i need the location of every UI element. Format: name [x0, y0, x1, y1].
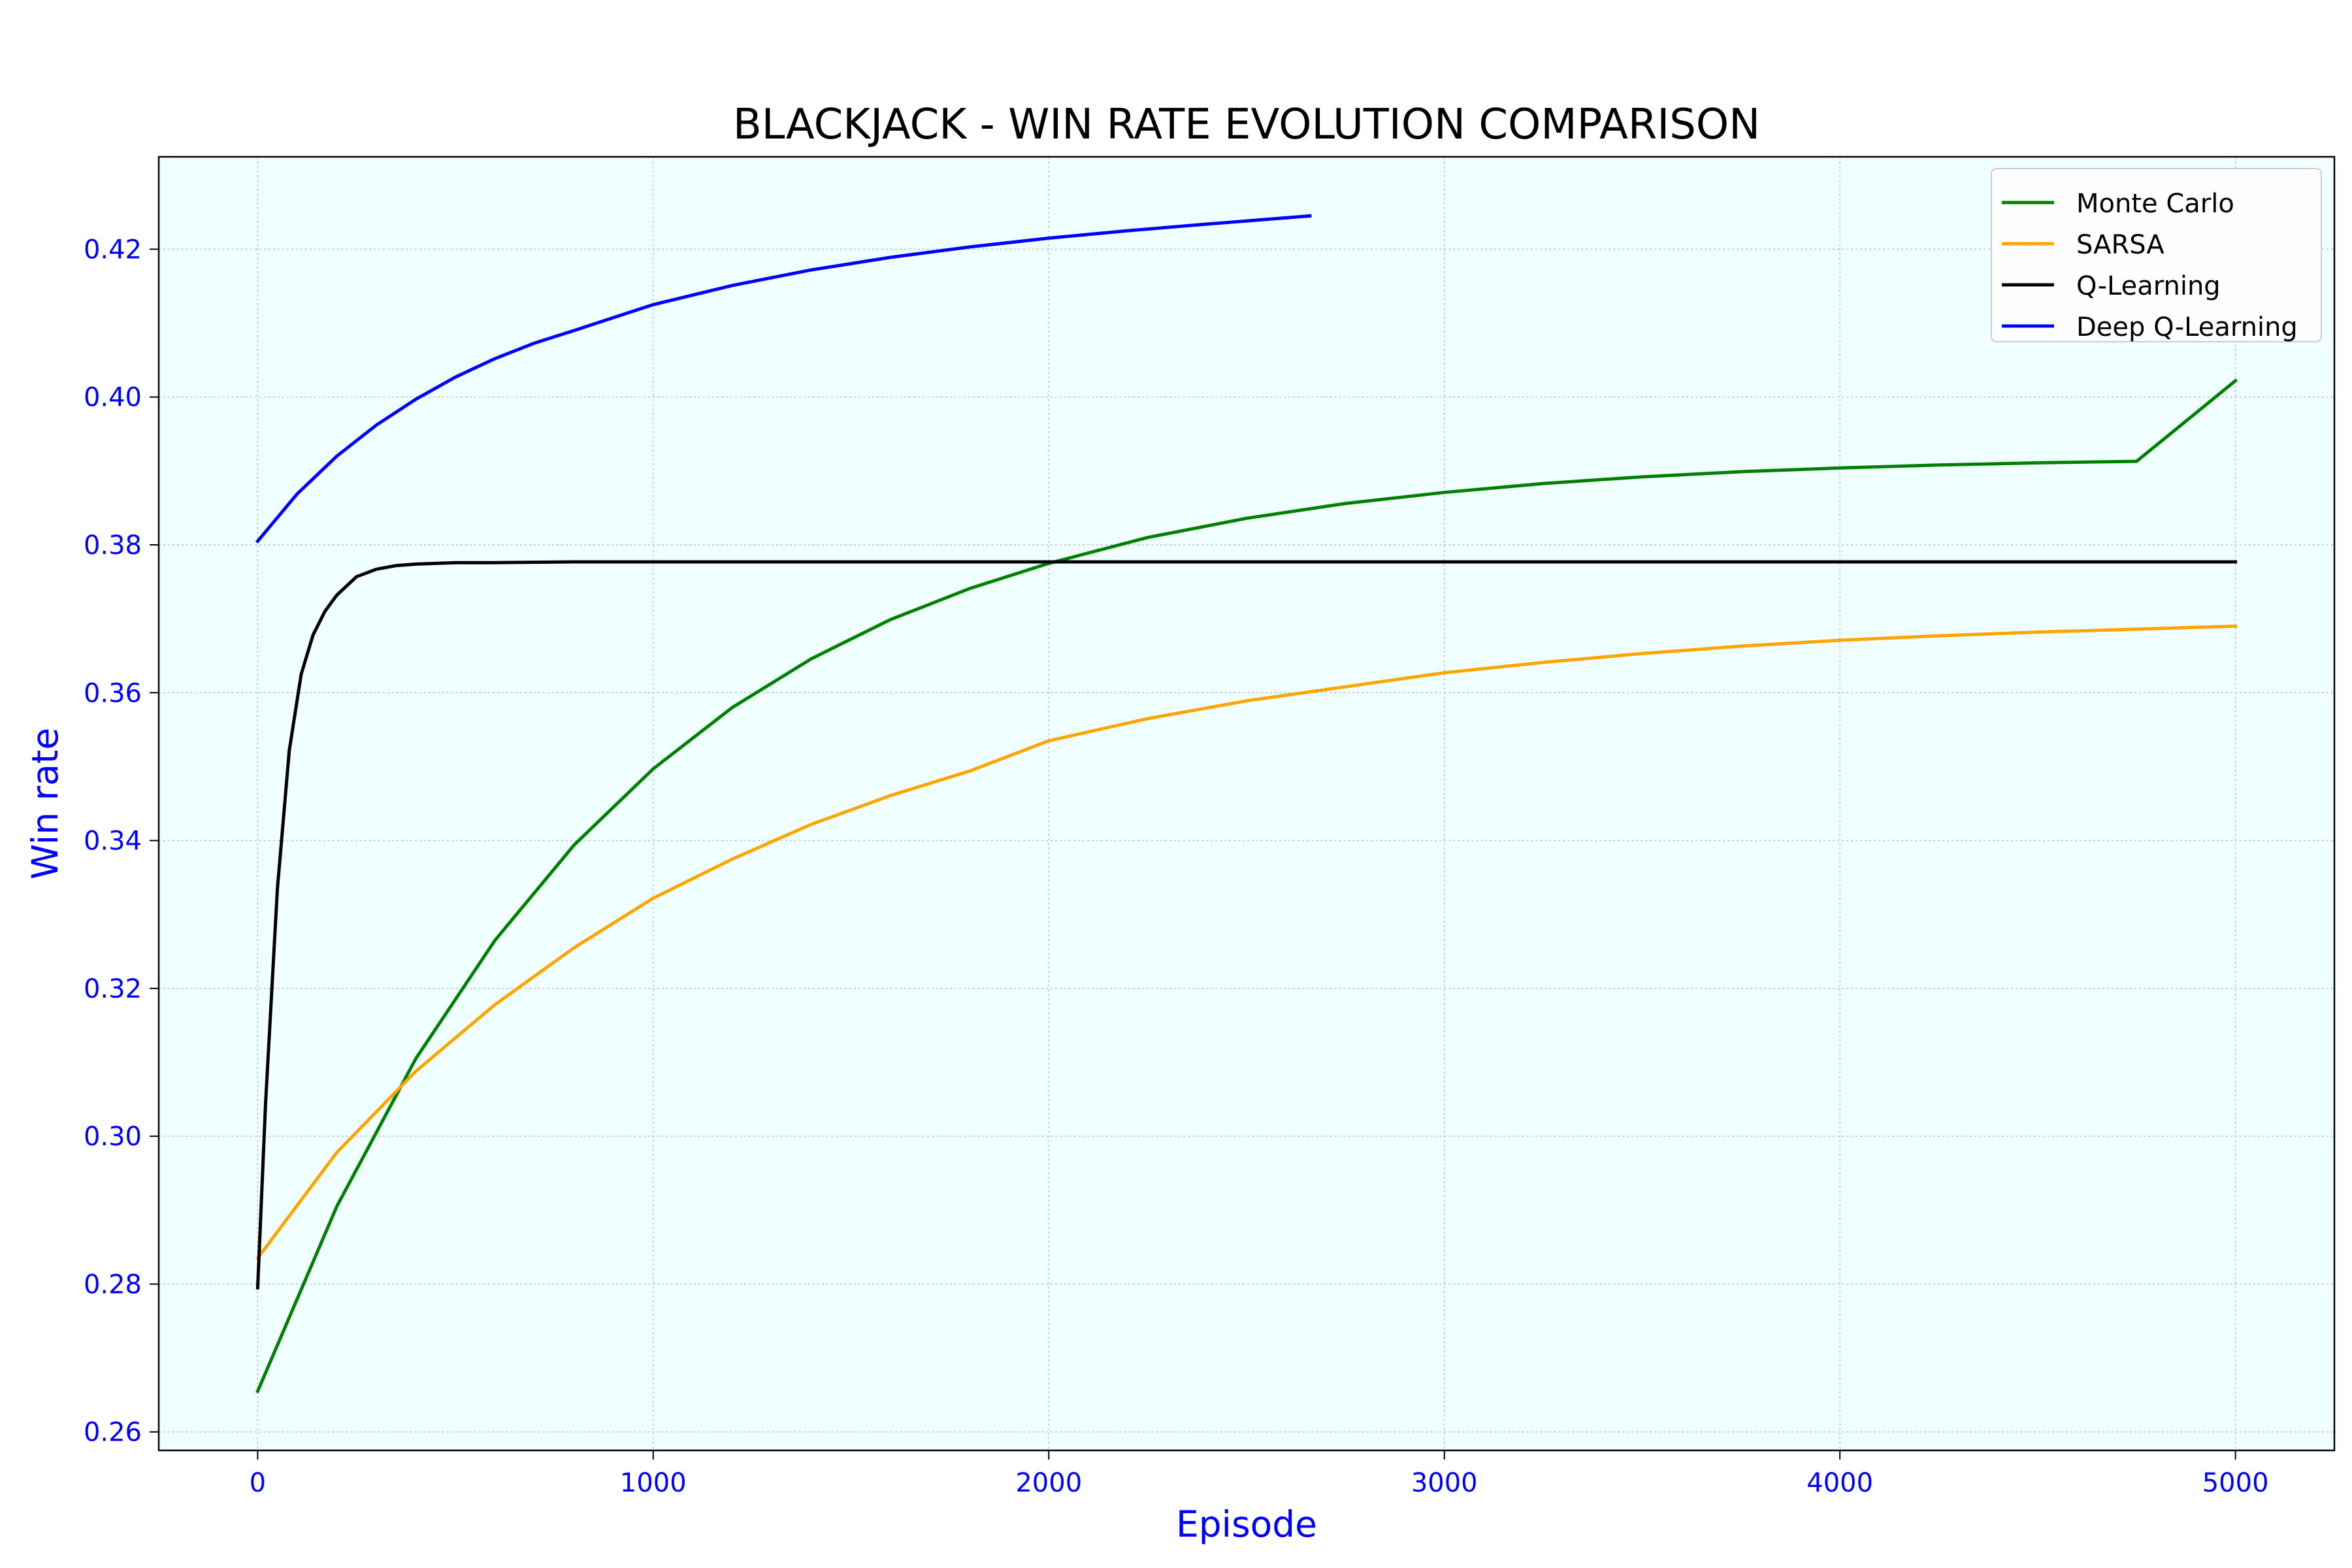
x-tick-label: 1000: [620, 1468, 687, 1498]
y-axis-label: Win rate: [24, 728, 66, 880]
plot-frame: [157, 155, 2336, 1452]
x-tick-label: 0: [250, 1468, 266, 1498]
series-line-q-learning: [255, 560, 2238, 1290]
x-tick-label: 4000: [1806, 1468, 1873, 1498]
legend-label-sarsa: SARSA: [2076, 230, 2164, 260]
series-line-deep-q-learning: [255, 214, 1312, 544]
legend-label-deep-q-learning: Deep Q-Learning: [2076, 312, 2298, 342]
x-axis-label: Episode: [1176, 1503, 1317, 1545]
series-line-sarsa: [255, 624, 2238, 1261]
series-group: [255, 214, 2238, 1394]
x-tick-label: 3000: [1411, 1468, 1478, 1498]
y-tick-label: 0.30: [84, 1122, 142, 1152]
legend-label-monte-carlo: Monte Carlo: [2076, 189, 2234, 219]
plot-area: [159, 157, 2334, 1450]
y-tick-label: 0.36: [84, 678, 142, 708]
ticks: 0 1000 2000 3000 4000 5000 0.26 0.28 0.30 0.32 0.3…: [84, 235, 2269, 1498]
legend: Monte Carlo SARSA Q-Learning Deep Q-Learnin…: [1991, 168, 2322, 342]
y-tick-label: 0.26: [84, 1418, 142, 1448]
y-tick-label: 0.38: [84, 531, 142, 561]
legend-label-q-learning: Q-Learning: [2076, 271, 2221, 301]
grid: [159, 157, 2334, 1450]
legend-box: [1991, 168, 2322, 342]
y-tick-label: 0.40: [84, 383, 142, 413]
y-tick-label: 0.28: [84, 1269, 142, 1299]
x-tick-label: 2000: [1015, 1468, 1082, 1498]
series-line-monte-carlo: [255, 378, 2238, 1394]
y-tick-label: 0.32: [84, 974, 142, 1004]
y-tick-label: 0.42: [84, 235, 142, 265]
chart-title: BLACKJACK - WIN RATE EVOLUTION COMPARISO…: [733, 101, 1760, 149]
y-tick-label: 0.34: [84, 826, 142, 857]
x-tick-label: 5000: [2202, 1468, 2269, 1498]
